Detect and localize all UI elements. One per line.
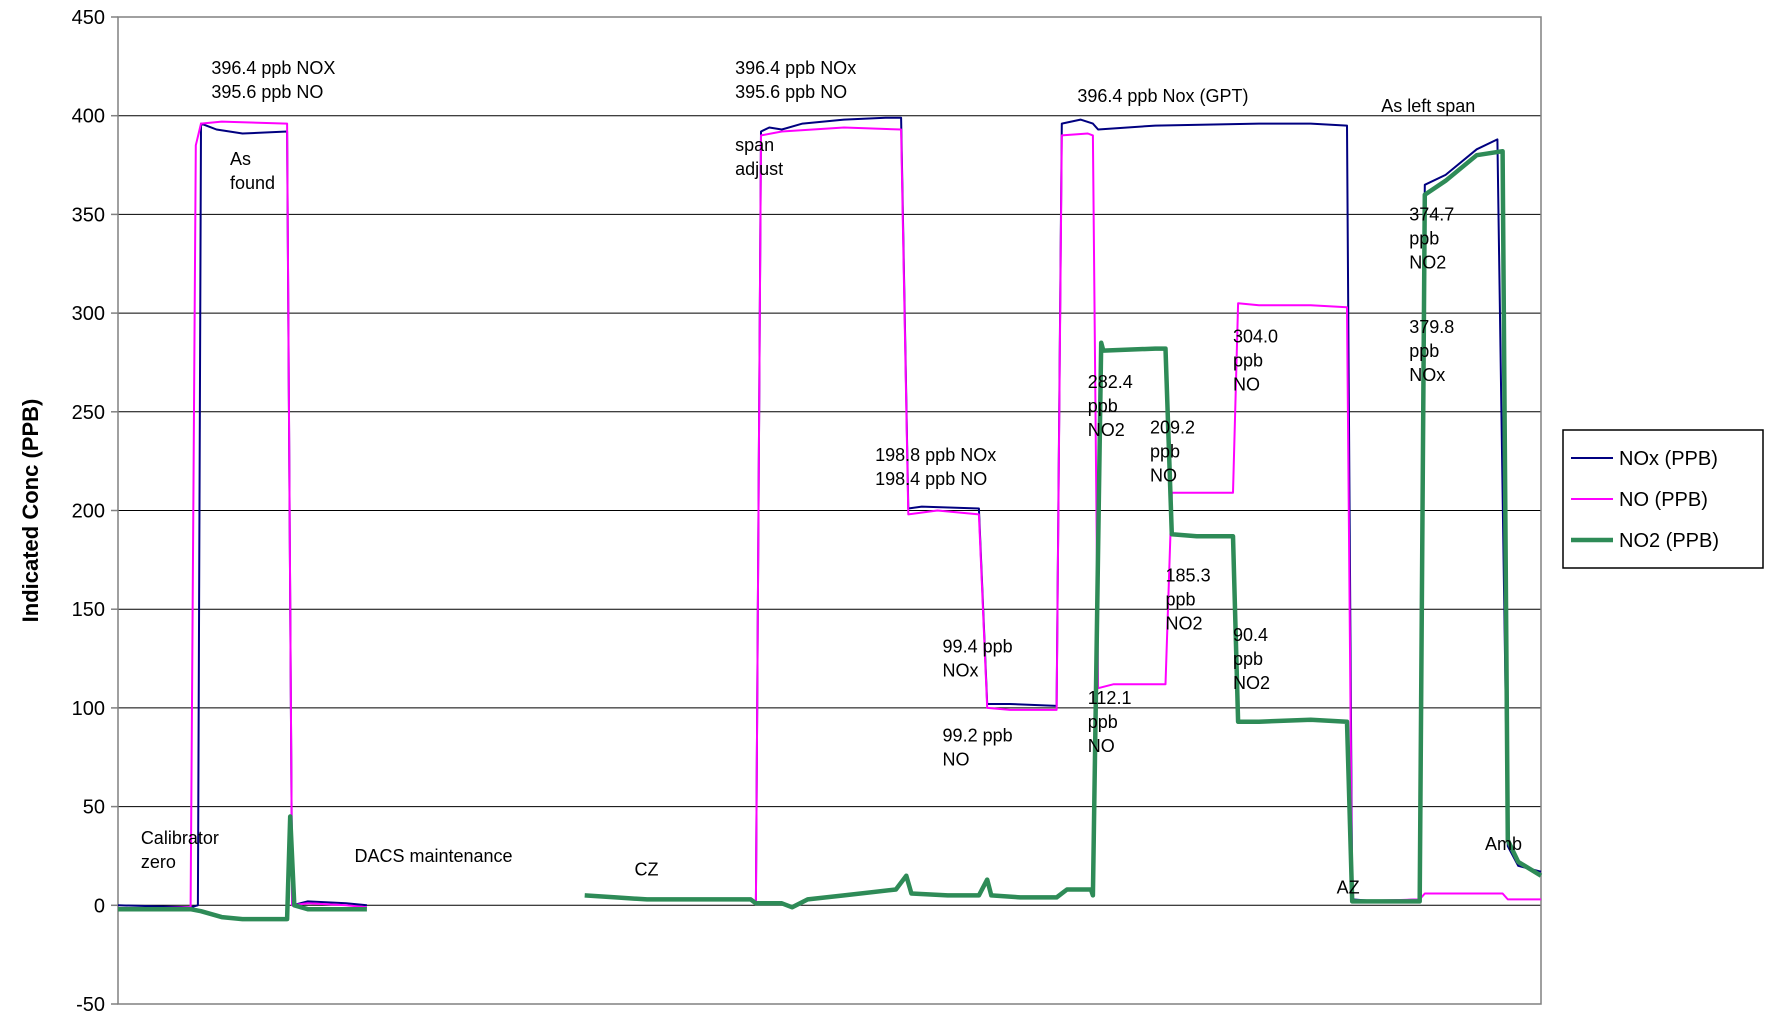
annotation: Calibrator zero <box>141 828 219 872</box>
y-tick-label: 400 <box>72 106 105 128</box>
series-lines <box>117 116 1543 922</box>
series-line-no2 <box>118 814 367 922</box>
y-tick-label: 300 <box>72 303 105 325</box>
y-tick-label: -50 <box>76 994 105 1016</box>
y-tick-label: 250 <box>72 402 105 424</box>
annotation: 396.4 ppb Nox (GPT) <box>1077 86 1248 106</box>
y-axis-label: Indicated Conc (PPB) <box>18 399 43 623</box>
series-line-no <box>117 120 367 911</box>
y-tick-label: 150 <box>72 599 105 621</box>
annotation: 396.4 ppb NOX 395.6 ppb NO <box>211 58 335 102</box>
series-line-no2 <box>584 148 1543 910</box>
y-tick-label: 450 <box>72 7 105 29</box>
y-tick-label: 100 <box>72 698 105 720</box>
annotation: 99.2 ppb NO <box>943 725 1013 769</box>
annotation: 209.2 ppb NO <box>1150 418 1195 486</box>
y-tick-label: 350 <box>72 204 105 226</box>
annotation: 99.4 ppb NOx <box>943 637 1013 681</box>
series-line-nox <box>117 122 367 909</box>
annotations: 396.4 ppb NOX 395.6 ppb NO As found Calibrat… <box>141 58 1522 897</box>
annotation: 90.4 ppb NO2 <box>1233 625 1270 693</box>
annotation: 112.1 ppb NO <box>1088 688 1132 756</box>
legend: NOx (PPB) NO (PPB) NO2 (PPB) <box>1562 429 1764 569</box>
annotation: span adjust <box>735 135 783 179</box>
legend-entry: NOx (PPB) <box>1619 448 1718 470</box>
annotation: 282.4 ppb NO2 <box>1088 372 1133 440</box>
y-tick-label: 0 <box>94 895 105 917</box>
annotation: CZ <box>635 860 659 880</box>
annotation: 185.3 ppb NO2 <box>1166 566 1211 634</box>
y-axis-ticks: -50 0 50 100 150 200 250 300 350 400 450 <box>72 7 118 1016</box>
y-tick-label: 50 <box>83 797 105 819</box>
series-line-nox <box>754 116 1542 904</box>
annotation: AZ <box>1337 877 1360 897</box>
annotation: 379.8 ppb NOx <box>1409 317 1454 385</box>
annotation: As left span <box>1381 96 1475 116</box>
legend-entry: NO2 (PPB) <box>1619 530 1719 552</box>
annotation: As found <box>230 149 275 193</box>
annotation: Amb <box>1485 834 1522 854</box>
annotation: 374.7 ppb NO2 <box>1409 204 1454 272</box>
annotation: 198.8 ppb NOx 198.4 ppb NO <box>875 445 996 489</box>
annotation: 304.0 ppb NO <box>1233 327 1278 395</box>
annotation: 396.4 ppb NOx 395.6 ppb NO <box>735 58 856 102</box>
y-tick-label: 200 <box>72 501 105 523</box>
annotation: DACS maintenance <box>354 846 512 866</box>
legend-entry: NO (PPB) <box>1619 489 1708 511</box>
